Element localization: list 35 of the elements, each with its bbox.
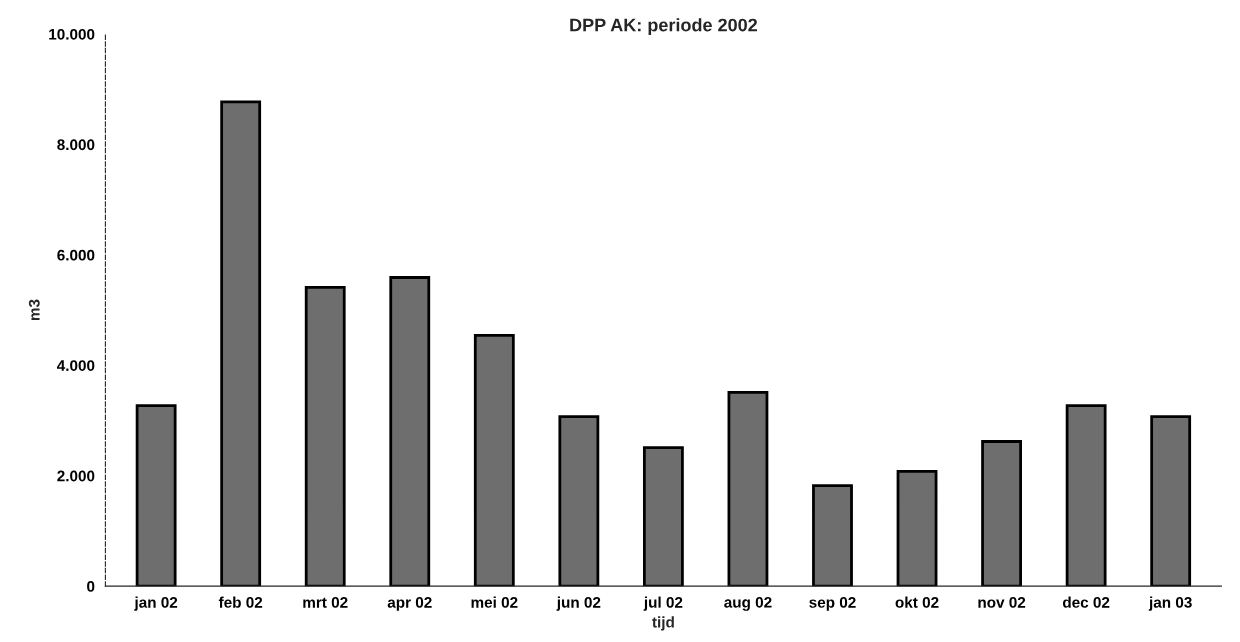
x-tick-label: dec 02 xyxy=(1062,596,1110,608)
bar xyxy=(642,446,684,587)
x-tick-label: mrt 02 xyxy=(303,596,348,608)
chart-title: DPP AK: periode 2002 xyxy=(570,18,758,35)
x-tick-label: jul 02 xyxy=(643,596,683,611)
bar xyxy=(304,286,346,587)
y-tick-label: 2.000 xyxy=(57,470,95,482)
bar xyxy=(981,440,1022,587)
x-axis-title: tijd xyxy=(652,616,674,631)
bar xyxy=(812,484,853,587)
x-tick-label: jan 03 xyxy=(1148,596,1192,611)
y-axis-title: m3 xyxy=(28,299,40,321)
bar xyxy=(558,415,600,587)
bar xyxy=(896,469,938,587)
bar xyxy=(135,404,177,587)
y-tick-label: 10.000 xyxy=(49,28,95,40)
x-tick-label: feb 02 xyxy=(218,596,263,608)
x-tick-label: apr 02 xyxy=(387,596,432,611)
bar xyxy=(727,390,769,587)
x-tick-label: jan 02 xyxy=(134,596,178,611)
bar xyxy=(473,334,515,587)
bar xyxy=(1065,404,1107,587)
y-tick-label: 8.000 xyxy=(57,139,95,151)
bar xyxy=(220,100,262,587)
y-tick-label: 6.000 xyxy=(57,249,95,261)
bar xyxy=(389,276,431,587)
x-tick-label: mei 02 xyxy=(471,596,518,608)
bar xyxy=(1150,415,1192,587)
x-tick-label: nov 02 xyxy=(978,596,1026,608)
x-tick-label: sep 02 xyxy=(809,596,856,611)
y-tick-label: 4.000 xyxy=(56,360,95,371)
x-tick-label: okt 02 xyxy=(895,596,939,608)
y-tick-label: 0 xyxy=(87,581,95,592)
x-tick-label: jun 02 xyxy=(556,596,601,611)
x-tick-label: aug 02 xyxy=(724,596,772,611)
